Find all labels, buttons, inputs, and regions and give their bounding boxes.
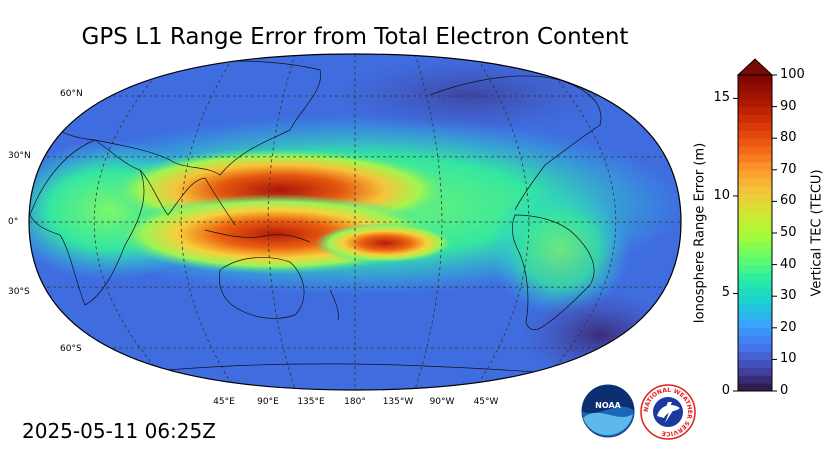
colorbar-left-tick-5: 5	[721, 285, 730, 301]
colorbar-band	[738, 201, 772, 210]
colorbar-band	[738, 327, 772, 337]
colorbar-band	[738, 209, 772, 218]
colorbar-band	[738, 185, 772, 194]
lon-label-90w: 90°W	[429, 397, 455, 407]
map-border	[28, 53, 682, 391]
colorbar-band	[738, 122, 772, 131]
colorbar-band	[738, 367, 772, 376]
colorbar-right-tick-10: 10	[780, 351, 797, 367]
colorbar-band	[738, 319, 772, 329]
map-title: GPS L1 Range Error from Total Electron C…	[81, 24, 629, 50]
colorbar-band	[738, 248, 772, 258]
colorbar-band	[738, 280, 772, 289]
colorbar-band	[738, 296, 772, 305]
lon-label-45e: 45°E	[213, 397, 235, 407]
colorbar-band	[738, 217, 772, 226]
lat-label-30n: 30°N	[8, 151, 31, 161]
timestamp: 2025-05-11 06:25Z	[22, 419, 216, 443]
colorbar-right-tick-40: 40	[780, 256, 797, 272]
colorbar-band	[738, 288, 772, 297]
colorbar-band	[738, 154, 772, 163]
colorbar-band	[738, 130, 772, 139]
colorbar-band	[738, 82, 772, 92]
lat-label-60s: 60°S	[60, 344, 82, 354]
colorbar-band	[738, 114, 772, 123]
colorbar-bands	[738, 75, 772, 392]
noaa-logo: NOAA	[581, 384, 635, 438]
lon-label-45w: 45°W	[473, 397, 499, 407]
colorbar-band	[738, 193, 772, 202]
colorbar-left-tick-15: 15	[713, 90, 730, 106]
colorbar-right-tick-80: 80	[780, 130, 797, 146]
colorbar-right-tick-60: 60	[780, 193, 797, 209]
lon-label-135w: 135°W	[382, 397, 414, 407]
colorbar-band	[738, 161, 772, 171]
colorbar-band	[738, 264, 772, 273]
lon-label-135e: 135°E	[297, 397, 325, 407]
colorbar-band	[738, 146, 772, 155]
lat-label-30s: 30°S	[8, 287, 30, 297]
colorbar-band	[738, 106, 772, 115]
colorbar-left-label: Ionosphere Range Error (m)	[692, 142, 708, 324]
colorbar-band	[738, 359, 772, 368]
tec-low-north	[330, 55, 610, 135]
colorbar-tick-marks	[733, 74, 777, 392]
colorbar-band	[738, 335, 772, 345]
colorbar-band	[738, 98, 772, 108]
colorbar-band	[738, 304, 772, 313]
colorbar-band	[738, 177, 772, 187]
colorbar-band	[738, 383, 772, 392]
colorbar-band	[738, 233, 772, 242]
colorbar-right-tick-20: 20	[780, 319, 797, 335]
colorbar-right-tick-50: 50	[780, 225, 797, 240]
lon-label-180: 180°	[344, 397, 366, 407]
colorbar-band	[738, 138, 772, 147]
noaa-logo-text: NOAA	[595, 401, 621, 410]
colorbar-extend-arrow	[736, 58, 774, 76]
colorbar-band	[738, 272, 772, 281]
colorbar-left-tick-10: 10	[713, 187, 730, 203]
colorbar-band	[738, 343, 772, 352]
colorbar-band	[738, 169, 772, 179]
colorbar-band	[738, 75, 772, 84]
colorbar-right-tick-30: 30	[780, 288, 797, 304]
colorbar-right-tick-70: 70	[780, 161, 797, 177]
colorbar-band	[738, 240, 772, 250]
tec-green-samerica	[490, 185, 630, 315]
lat-label-60n: 60°N	[60, 89, 83, 99]
colorbar-right-tick-0: 0	[780, 383, 789, 398]
colorbar-band	[738, 312, 772, 321]
nws-logo: NATIONAL WEATHER SERVICE	[640, 384, 696, 440]
colorbar-left-tick-0: 0	[721, 383, 730, 398]
tec-crest-pacific	[315, 223, 455, 263]
lat-label-equator: 0°	[8, 217, 19, 227]
lon-label-90e: 90°E	[257, 397, 279, 407]
colorbar-band	[738, 90, 772, 100]
colorbar-right-label: Vertical TEC (TECU)	[809, 169, 825, 297]
colorbar-right-tick-90: 90	[780, 98, 797, 114]
colorbar-band	[738, 375, 772, 384]
colorbar-band	[738, 351, 772, 360]
colorbar-right-tick-100: 100	[780, 67, 805, 82]
colorbar-band	[738, 256, 772, 266]
colorbar-band	[738, 225, 772, 234]
graticule-lines	[29, 54, 681, 390]
